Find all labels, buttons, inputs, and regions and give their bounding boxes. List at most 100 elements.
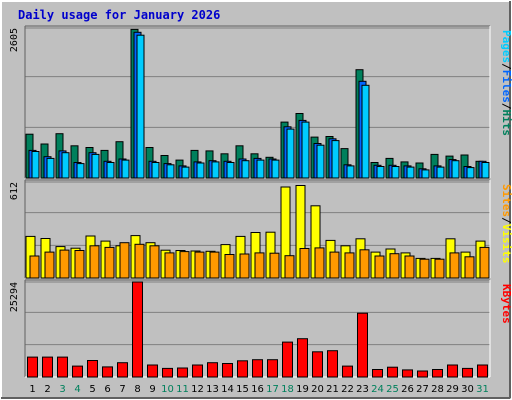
bar-sites-day-6	[104, 246, 115, 279]
bar-kbytes-day-21	[327, 350, 338, 378]
bar-kbytes-day-6	[102, 366, 113, 378]
x-tick-day-23: 23	[356, 384, 369, 395]
x-tick-day-16: 16	[251, 384, 264, 395]
bar-kbytes-day-8	[132, 281, 143, 378]
bar-sites-day-19	[299, 248, 310, 279]
x-tick-day-27: 27	[416, 384, 429, 395]
bar-kbytes-day-25	[387, 366, 398, 378]
bar-pages-day-21	[331, 140, 340, 179]
bar-kbytes-day-12	[192, 364, 203, 378]
x-tick-day-19: 19	[296, 384, 309, 395]
y-max-label: 2605	[9, 28, 20, 52]
bar-kbytes-day-26	[402, 369, 413, 378]
legend-part: Files	[500, 70, 512, 103]
bar-kbytes-day-30	[462, 367, 473, 378]
x-tick-day-28: 28	[431, 384, 444, 395]
panel-visits-sites: 612 Sites/Visits	[9, 179, 512, 279]
legend-part: KBytes	[500, 284, 512, 324]
bar-pages-day-3	[61, 152, 70, 179]
legend-part: Hits	[500, 110, 512, 137]
legend-part: Pages	[500, 30, 512, 63]
bar-pages-day-4	[76, 163, 85, 179]
x-tick-day-13: 13	[206, 384, 219, 395]
bar-kbytes-day-31	[477, 364, 488, 378]
bar-kbytes-day-9	[147, 364, 158, 378]
x-tick-day-31: 31	[476, 384, 489, 395]
bar-sites-day-2	[44, 251, 55, 279]
bar-sites-day-5	[89, 245, 100, 279]
x-tick-day-2: 2	[44, 384, 50, 395]
bar-sites-day-20	[314, 247, 325, 279]
x-tick-day-21: 21	[326, 384, 339, 395]
x-tick-day-25: 25	[386, 384, 399, 395]
x-tick-day-3: 3	[59, 384, 65, 395]
bar-sites-day-17	[269, 252, 280, 279]
bar-pages-day-23	[361, 84, 370, 179]
x-tick-day-15: 15	[236, 384, 249, 395]
bar-kbytes-day-18	[282, 341, 293, 378]
x-tick-day-7: 7	[119, 384, 125, 395]
bar-pages-day-5	[91, 153, 100, 179]
bar-kbytes-day-15	[237, 360, 248, 378]
bar-sites-day-4	[74, 250, 85, 279]
bar-pages-day-25	[391, 166, 400, 179]
bar-kbytes-day-10	[162, 367, 173, 378]
bar-sites-day-30	[464, 256, 475, 279]
x-tick-day-10: 10	[161, 384, 174, 395]
bar-pages-day-7	[121, 159, 130, 179]
bar-sites-day-29	[449, 252, 460, 279]
bar-sites-day-8	[134, 243, 145, 279]
bar-sites-day-27	[419, 258, 430, 279]
bar-kbytes-day-16	[252, 359, 263, 378]
bar-sites-day-28	[434, 258, 445, 279]
bar-pages-day-15	[241, 160, 250, 179]
legend-part: /	[500, 103, 512, 110]
bar-pages-day-17	[271, 159, 280, 179]
bar-sites-day-24	[374, 255, 385, 279]
bar-pages-day-14	[226, 162, 235, 179]
bar-pages-day-12	[196, 162, 205, 179]
bar-pages-day-30	[466, 167, 475, 179]
y-max-label: 612	[9, 182, 20, 200]
bar-kbytes-day-20	[312, 351, 323, 378]
x-tick-day-5: 5	[89, 384, 95, 395]
bar-pages-day-13	[211, 161, 220, 179]
x-tick-day-11: 11	[176, 384, 189, 395]
bar-sites-day-11	[179, 251, 190, 279]
bar-pages-day-22	[346, 165, 355, 179]
bar-pages-day-6	[106, 162, 115, 179]
bar-sites-day-15	[239, 253, 250, 279]
bar-pages-day-11	[181, 166, 190, 179]
bar-sites-day-26	[404, 255, 415, 279]
bar-kbytes-day-23	[357, 312, 368, 378]
x-tick-day-6: 6	[104, 384, 110, 395]
x-tick-day-29: 29	[446, 384, 459, 395]
x-tick-day-14: 14	[221, 384, 234, 395]
legend-part: Visits	[500, 224, 512, 264]
x-tick-day-4: 4	[74, 384, 80, 395]
bar-kbytes-day-22	[342, 365, 353, 378]
bar-kbytes-day-11	[177, 367, 188, 378]
bar-kbytes-day-7	[117, 362, 128, 378]
bar-kbytes-day-28	[432, 369, 443, 378]
bar-kbytes-day-2	[42, 356, 53, 378]
x-tick-day-26: 26	[401, 384, 414, 395]
bar-pages-day-9	[151, 162, 160, 179]
bar-pages-day-2	[46, 157, 55, 179]
bar-pages-day-1	[31, 151, 40, 179]
bar-kbytes-day-3	[57, 356, 68, 378]
bar-sites-day-25	[389, 253, 400, 279]
bar-pages-day-20	[316, 144, 325, 179]
bar-sites-day-12	[194, 251, 205, 279]
bar-sites-day-1	[29, 255, 40, 279]
side-legend-kbytes: KBytes	[500, 284, 512, 324]
x-tick-day-9: 9	[149, 384, 155, 395]
x-tick-day-12: 12	[191, 384, 204, 395]
x-tick-day-18: 18	[281, 384, 294, 395]
x-tick-day-20: 20	[311, 384, 324, 395]
bar-sites-day-10	[164, 252, 175, 279]
chart-title: Daily usage for January 2026	[18, 8, 220, 22]
x-tick-day-17: 17	[266, 384, 279, 395]
bar-sites-day-22	[344, 252, 355, 279]
bar-pages-day-8	[136, 34, 145, 179]
